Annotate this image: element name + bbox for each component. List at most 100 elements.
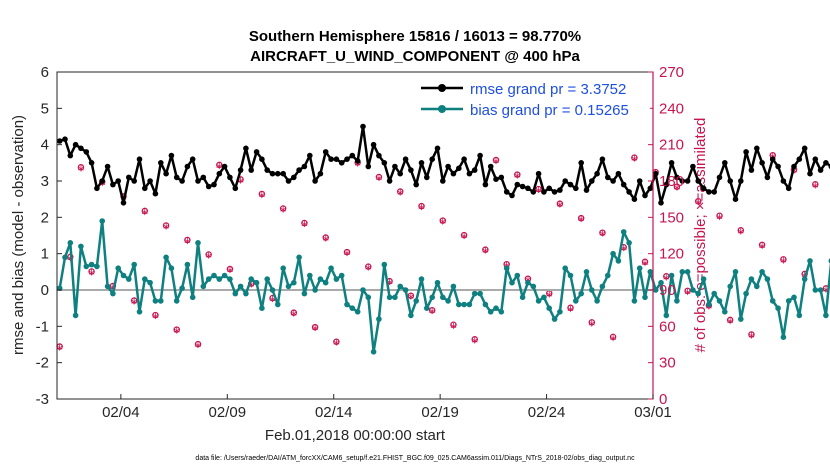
rmse-point (615, 170, 622, 177)
rmse-point (546, 185, 552, 192)
bias-point (493, 305, 499, 312)
obs-possible-marker (663, 273, 670, 280)
rmse-point (716, 174, 723, 181)
y-left-tick-label: -2 (36, 355, 49, 372)
rmse-point (173, 174, 180, 181)
obs-possible-marker (216, 161, 223, 169)
obs-possible-marker (226, 265, 234, 273)
rmse-point (88, 160, 95, 166)
rmse-point (599, 156, 606, 162)
rmse-point (780, 178, 787, 184)
obs-assimilated-marker: * (727, 317, 734, 332)
obs-possible-marker (471, 336, 478, 343)
obs-assimilated-marker: * (471, 336, 478, 351)
bias-point (152, 298, 159, 304)
bias-point (413, 298, 420, 304)
rmse-point (589, 178, 595, 184)
rmse-point (785, 185, 792, 192)
obs-possible-marker (812, 181, 819, 188)
x-tick-label: 02/19 (421, 404, 459, 421)
obs-possible-marker (407, 292, 415, 299)
rmse-point (754, 145, 760, 152)
rmse-point (509, 192, 515, 199)
bias-point (94, 263, 100, 270)
obs-assimilated-marker: * (259, 191, 266, 206)
bias-point (205, 276, 212, 282)
rmse-point (264, 167, 271, 173)
rmse-point (445, 163, 451, 170)
obs-assimilated-marker: * (184, 237, 191, 252)
rmse-point (296, 167, 302, 173)
x-tick-label: 02/24 (528, 404, 566, 421)
bias-point (126, 276, 132, 282)
rmse-point (312, 178, 318, 184)
bias-point (626, 240, 632, 246)
obs-assimilated-marker: * (88, 268, 95, 283)
obs-possible-marker (641, 258, 649, 266)
obs-possible-marker (482, 246, 489, 253)
obs-assimilated-marker: * (56, 344, 63, 359)
bias-point (88, 261, 95, 268)
obs-assimilated-marker: * (620, 244, 627, 259)
bias-point (727, 283, 733, 290)
bias-point (179, 285, 185, 292)
obs-possible-marker (567, 304, 574, 312)
rmse-point (706, 189, 712, 195)
y-left-tick-label: 5 (41, 100, 49, 117)
rmse-point (471, 167, 478, 173)
y-left-tick-label: 0 (41, 282, 49, 299)
bias-point (684, 269, 691, 275)
obs-possible-marker (450, 321, 457, 329)
legend-rmse-label: rmse grand pr = 3.3752 (470, 81, 626, 98)
rmse-point (514, 181, 521, 188)
rmse-point (823, 160, 829, 166)
bias-point (461, 301, 467, 308)
bias-point (519, 294, 526, 301)
bias-point (594, 298, 600, 304)
bias-point (647, 269, 654, 275)
rmse-point (743, 149, 749, 155)
obs-assimilated-marker: * (248, 281, 255, 296)
rmse-point (205, 183, 212, 190)
rmse-point (482, 181, 489, 188)
bias-point (376, 316, 382, 322)
rmse-point (184, 163, 191, 170)
bias-point (615, 258, 622, 264)
y-right-tick-label: 150 (659, 209, 684, 226)
bias-point (67, 240, 74, 246)
bias-point (136, 309, 143, 315)
rmse-point (147, 178, 153, 184)
rmse-point (120, 200, 127, 206)
obs-assimilated-marker: * (344, 249, 351, 264)
rmse-point (285, 178, 292, 184)
obs-possible-marker (758, 241, 766, 249)
y-right-tick-label: 0 (659, 391, 667, 408)
legend: rmse grand pr = 3.3752 bias grand pr = 0… (421, 78, 650, 122)
obs-assimilated-marker: * (408, 293, 415, 308)
obs-possible-marker (322, 234, 329, 241)
rmse-point (386, 178, 393, 184)
bias-point (573, 298, 579, 304)
bias-point (471, 290, 478, 297)
bias-point (482, 301, 489, 308)
obs-possible-marker (439, 217, 447, 224)
rmse-point (370, 141, 377, 148)
rmse-point (67, 152, 74, 159)
obs-possible-marker (673, 183, 681, 190)
bias-point (567, 272, 574, 279)
bias-point (525, 279, 531, 286)
rmse-point (541, 189, 547, 195)
obs-assimilated-marker: * (482, 247, 489, 262)
bias-point (243, 290, 249, 297)
bias-point (211, 272, 217, 279)
bias-point (796, 312, 803, 319)
bias-point (328, 265, 334, 272)
obs-possible-marker (279, 205, 287, 212)
bias-point (424, 305, 430, 312)
bias-point (642, 294, 648, 301)
rmse-point (557, 187, 563, 193)
bias-point (381, 261, 388, 268)
rmse-point (381, 160, 388, 166)
obs-assimilated-marker: * (684, 288, 691, 303)
